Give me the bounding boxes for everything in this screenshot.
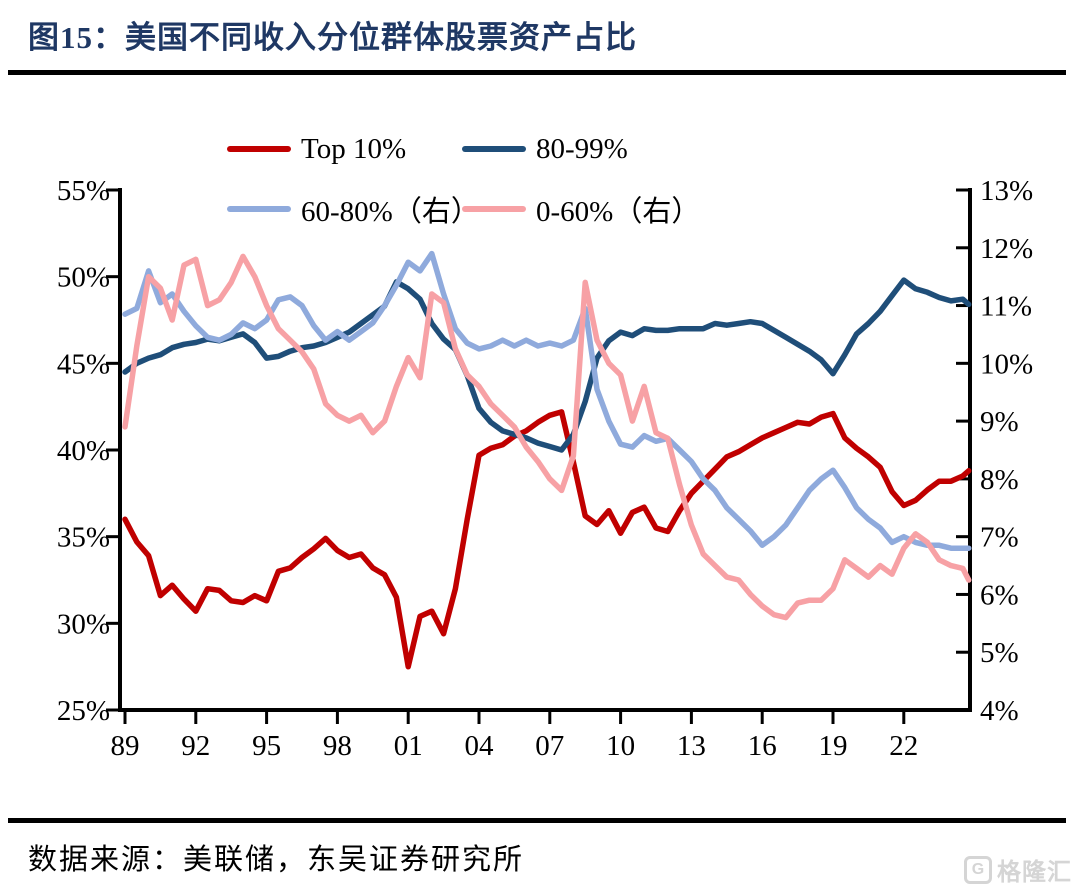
- legend-label-80-99: 80-99%: [536, 132, 628, 165]
- right-axis-tick-label: 12%: [980, 233, 1033, 265]
- right-axis-tick-label: 13%: [980, 175, 1033, 207]
- x-axis-tick-label: 07: [535, 730, 564, 762]
- footer-divider: [8, 818, 1066, 823]
- x-axis-tick-label: 19: [819, 730, 848, 762]
- series-line-p80-99: [122, 277, 972, 453]
- gelonghui-watermark: G 格隆汇: [964, 852, 1072, 887]
- chart-canvas: 55% 50% 45% 40% 35% 30% 25% 13% 12% 11% 10% 9% 8% 7% 6…: [57, 175, 1033, 762]
- figure-title: 图15：美国不同收入分位群体股票资产占比: [28, 20, 637, 55]
- legend-item-top10: Top 10%: [227, 130, 406, 168]
- left-axis-tick-label: 35%: [57, 522, 110, 554]
- right-axis-tick-label: 6%: [980, 579, 1019, 611]
- series-line-p60-80: [122, 250, 972, 551]
- legend-swatch-80-99-icon: [462, 146, 526, 152]
- right-axis-tick-label: 11%: [980, 291, 1032, 323]
- x-axis-tick-label: 89: [111, 730, 140, 762]
- legend-label-0-60: 0-60%（右）: [536, 196, 701, 228]
- series-line-p0-60: [122, 253, 972, 621]
- x-axis-tick-label: 13: [677, 730, 706, 762]
- gelonghui-watermark-text: 格隆汇: [997, 859, 1072, 886]
- right-axis-tick-label: 8%: [980, 464, 1019, 496]
- legend-swatch-60-80-icon: [227, 206, 291, 212]
- x-axis-tick-label: 95: [252, 730, 281, 762]
- legend-item-0-60: 0-60%（右）: [462, 190, 700, 228]
- x-axis-tick-label: 04: [465, 730, 495, 762]
- legend-swatch-top10-icon: [227, 146, 291, 152]
- left-axis-tick-label: 30%: [57, 608, 110, 640]
- right-axis-tick-label: 4%: [980, 695, 1019, 727]
- legend-swatch-0-60-icon: [462, 206, 526, 212]
- x-axis-tick-label: 98: [323, 730, 352, 762]
- title-divider: [8, 70, 1066, 75]
- left-axis-tick-label: 25%: [57, 695, 110, 727]
- legend-item-80-99: 80-99%: [462, 130, 628, 168]
- gelonghui-logo-icon: G: [964, 855, 992, 884]
- series-line-top10: [122, 409, 972, 670]
- left-axis-tick-label: 45%: [57, 348, 110, 380]
- x-axis-tick-label: 01: [394, 730, 423, 762]
- left-axis-tick-label: 40%: [57, 435, 110, 467]
- right-axis-tick-label: 5%: [980, 637, 1019, 669]
- legend-item-60-80: 60-80%（右）: [227, 190, 480, 228]
- x-axis-tick-label: 92: [181, 730, 210, 762]
- x-axis-tick-label: 10: [606, 730, 635, 762]
- right-axis-tick-label: 9%: [980, 406, 1019, 438]
- right-axis-tick-label: 10%: [980, 348, 1033, 380]
- right-axis-tick-label: 7%: [980, 522, 1019, 554]
- x-axis-tick-label: 22: [889, 730, 918, 762]
- left-axis-tick-label: 55%: [57, 175, 110, 207]
- legend-label-60-80: 60-80%（右）: [301, 196, 480, 228]
- legend-label-top10: Top 10%: [301, 132, 407, 165]
- left-axis-tick-label: 50%: [57, 262, 110, 294]
- data-source: 数据来源：美联储，东吴证券研究所: [28, 844, 525, 876]
- x-axis-tick-label: 16: [748, 730, 777, 762]
